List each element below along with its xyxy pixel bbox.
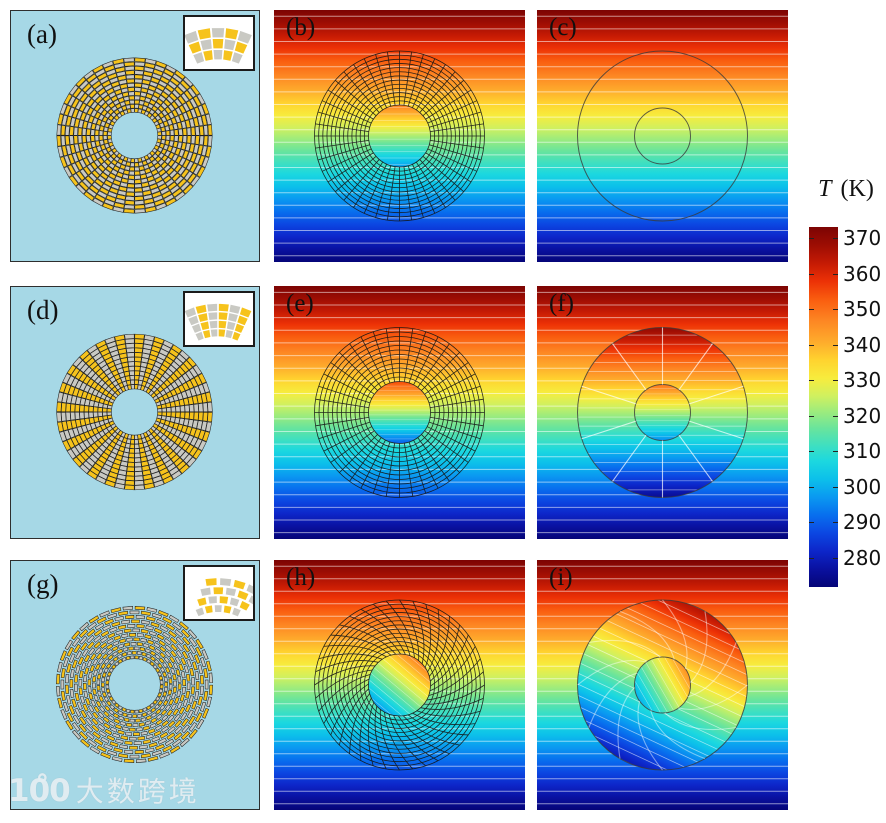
panel-label-f: (f): [549, 290, 574, 317]
colorbar-gradient: [809, 227, 838, 587]
isotherm-lines: [368, 107, 431, 165]
colorbar-tick-label: 350: [843, 297, 882, 321]
isotherm-lines: [368, 654, 431, 716]
distorted-region: [368, 654, 431, 716]
colorbar-tickmark: [833, 238, 838, 239]
colorbar-tickmark: [833, 273, 838, 275]
colorbar-tickmark: [809, 238, 814, 239]
unit-cell-fan: [185, 27, 253, 65]
panel-d-structure: (d): [10, 286, 260, 539]
colorbar-tickmark: [833, 344, 838, 346]
unit-cell-inset-a-drawing: [185, 27, 253, 65]
cell-lattice: [56, 57, 213, 214]
colorbar-tick-label: 320: [843, 403, 882, 428]
region-outlines: [577, 50, 748, 222]
region-outlines: [577, 599, 748, 771]
watermark-logo: 10̊0: [8, 773, 71, 809]
colorbar-title-symbol: T: [818, 176, 832, 202]
colorbar-tick-labels: 370 360 350 340 330 320 310 300 290 280: [843, 227, 886, 587]
cell-lattice: [56, 606, 213, 763]
unit-cell-inset-g: [183, 565, 255, 621]
panel-label-c: (c): [549, 14, 577, 41]
mesh-overlay: [314, 50, 485, 222]
isotherm-lines: [634, 388, 691, 437]
colorbar-tick-label: 340: [843, 332, 882, 357]
colorbar-tickmark: [809, 557, 814, 559]
colorbar-title: T (K): [804, 176, 886, 203]
colorbar-tickmark: [833, 451, 838, 452]
panel-label-a: (a): [27, 19, 57, 49]
panel-f-field: (f): [537, 286, 788, 539]
colorbar-tick-label: 360: [843, 261, 882, 286]
panel-a-structure: (a): [10, 10, 260, 262]
panel-g-structure: (g): [10, 560, 260, 810]
colorbar-title-unit: (K): [834, 176, 874, 202]
unit-cell-inset-g-drawing: [194, 577, 253, 618]
sector-lines: [577, 599, 748, 771]
temperature-field-b: [274, 10, 525, 262]
sector-lines: [581, 327, 744, 498]
colorbar-tick-label: 280: [843, 545, 882, 570]
temperature-field-e: [274, 286, 525, 539]
colorbar-tickmark: [809, 415, 814, 417]
structure-annulus-g: [56, 606, 213, 763]
temperature-field-h: [274, 560, 525, 810]
structure-annulus-a: [56, 57, 213, 214]
isotherm-lines: [537, 15, 788, 257]
distorted-region: [368, 105, 431, 167]
colorbar-tickmark: [833, 415, 838, 417]
panel-label-i: (i): [549, 564, 573, 591]
watermark-text: 大数跨境: [75, 775, 200, 808]
colorbar-tick-label: 330: [843, 368, 882, 392]
unit-cell-fan: [185, 302, 253, 342]
structure-annulus-d: [56, 333, 213, 491]
colorbar-tickmark: [809, 522, 814, 523]
colorbar-tickmark: [809, 486, 814, 488]
colorbar-tickmark: [809, 309, 814, 310]
cell-lattice: [56, 333, 213, 491]
unit-cell-inset-d-drawing: [185, 302, 253, 342]
unit-cell-inset-d: [183, 291, 255, 347]
unit-cell-fan: [194, 577, 253, 618]
distorted-region: [634, 384, 691, 441]
background-field: [537, 10, 788, 262]
colorbar-tickmark: [809, 344, 814, 346]
panel-b-field: (b): [274, 10, 525, 262]
colorbar-tick-label: 300: [843, 474, 882, 499]
distorted-region: [368, 381, 431, 444]
watermark: 10̊0 大数跨境: [8, 770, 200, 810]
isotherm-lines: [368, 385, 431, 440]
colorbar-tickmark: [833, 486, 838, 488]
colorbar-tickmark: [809, 380, 814, 381]
colorbar-tickmark: [833, 557, 838, 559]
panel-label-g: (g): [27, 569, 59, 599]
colorbar-tickmark: [809, 273, 814, 275]
colorbar-tickmark: [809, 451, 814, 452]
panel-label-e: (e): [286, 290, 314, 317]
panel-h-field: (h): [274, 560, 525, 810]
unit-cell-inset-a: [183, 15, 255, 71]
colorbar-tickmark: [833, 522, 838, 523]
panel-label-h: (h): [286, 564, 316, 591]
panel-label-b: (b): [286, 14, 316, 41]
colorbar-tickmark: [833, 309, 838, 310]
temperature-field-i: [537, 560, 788, 810]
panel-label-d: (d): [27, 295, 59, 325]
colorbar-tick-label: 310: [843, 439, 882, 463]
panel-e-field: (e): [274, 286, 525, 539]
colorbar-tick-label: 370: [843, 226, 882, 250]
mesh-overlay: [314, 599, 485, 771]
temperature-field-f: [537, 286, 788, 539]
panel-i-field: (i): [537, 560, 788, 810]
temperature-field-c: [537, 10, 788, 262]
mesh-overlay: [314, 327, 485, 498]
colorbar-tick-label: 290: [843, 510, 882, 534]
panel-c-field: (c): [537, 10, 788, 262]
colorbar-tickmark: [833, 380, 838, 381]
